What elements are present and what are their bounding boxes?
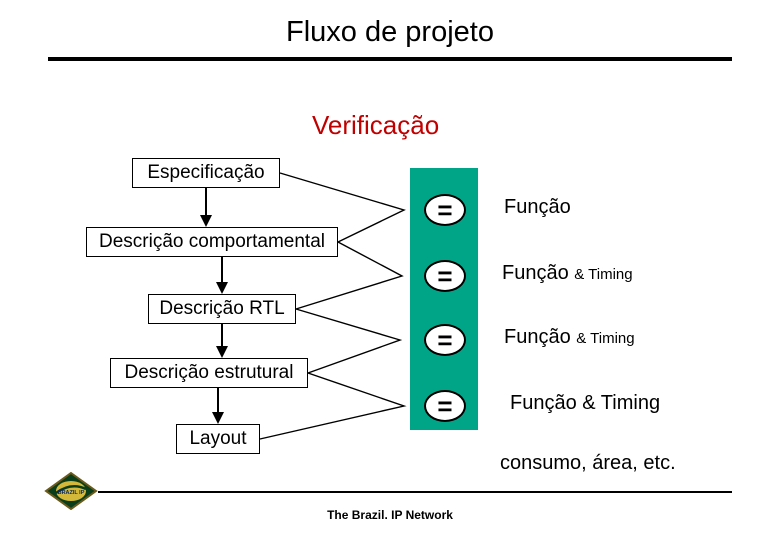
footer-divider bbox=[98, 491, 732, 493]
verify-label-2: Função & Timing bbox=[504, 326, 635, 349]
title-divider bbox=[48, 57, 732, 61]
equals-oval-3: = bbox=[424, 390, 466, 422]
stage-layout: Layout bbox=[176, 424, 260, 454]
stage-rtl: Descrição RTL bbox=[148, 294, 296, 324]
stage-estr: Descrição estrutural bbox=[110, 358, 308, 388]
verify-label-3: Função & Timing bbox=[510, 392, 660, 415]
verify-label-0: Função bbox=[504, 196, 571, 219]
svg-text:BRAZIL IP: BRAZIL IP bbox=[58, 490, 85, 496]
stage-comp: Descrição comportamental bbox=[86, 227, 338, 257]
footer-metrics-label: consumo, área, etc. bbox=[500, 452, 676, 475]
page-title: Fluxo de projeto bbox=[0, 0, 780, 49]
equals-oval-1: = bbox=[424, 260, 466, 292]
footer-network-label: The Brazil. IP Network bbox=[0, 508, 780, 522]
equals-oval-0: = bbox=[424, 194, 466, 226]
equals-oval-2: = bbox=[424, 324, 466, 356]
verify-label-1: Função & Timing bbox=[502, 262, 633, 285]
subtitle: Verificação bbox=[312, 110, 439, 141]
stage-spec: Especificação bbox=[132, 158, 280, 188]
